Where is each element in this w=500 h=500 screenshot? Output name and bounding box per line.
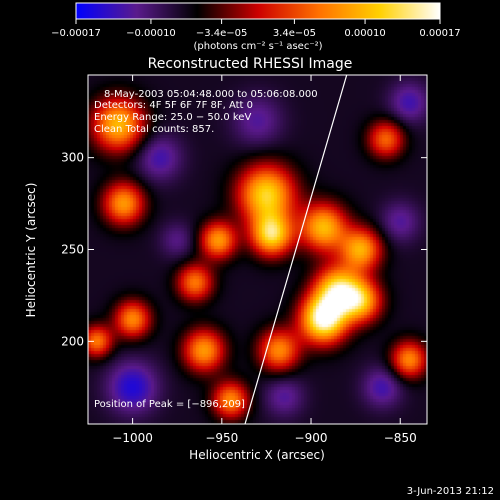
limb-line (244, 75, 348, 424)
y-tick-label: 300 (61, 151, 84, 165)
y-tick-label: 250 (61, 243, 84, 257)
annotation-peak: Position of Peak = [−896,209] (94, 399, 245, 410)
x-axis-ticks: −1000 −950 −900 −850 (112, 75, 417, 445)
colorbar-tick-label: 0.00017 (419, 28, 460, 39)
annotation-energy: Energy Range: 25.0 − 50.0 keV (94, 112, 251, 123)
colorbar-tick-label: −0.00010 (126, 28, 176, 39)
y-axis-ticks: 200 250 300 (61, 151, 427, 348)
annotation-clean: Clean Total counts: 857. (94, 124, 214, 135)
annotation-time-range: 8‐May‐2003 05:04:48.000 to 05:06:08.000 (104, 89, 318, 100)
heatmap-image (88, 75, 427, 424)
colorbar (75, 2, 441, 20)
x-axis-label: Heliocentric X (arcsec) (189, 448, 325, 462)
y-axis-label: Heliocentric Y (arcsec) (24, 183, 38, 318)
colorbar-tick-label: −0.00017 (51, 28, 101, 39)
colorbar-tick-label: 0.00010 (344, 28, 385, 39)
y-tick-label: 200 (61, 334, 84, 348)
colorbar-unit-label: (photons cm⁻² s⁻¹ asec⁻²) (193, 41, 322, 52)
footer-date: 3‐Jun‐2013 21:12 (407, 486, 494, 497)
colorbar-tick-label: −3.4e−05 (196, 28, 248, 39)
x-tick-label: −850 (384, 431, 417, 445)
annotation-detectors: Detectors: 4F 5F 6F 7F 8F, Att 0 (94, 100, 253, 111)
x-tick-label: −1000 (112, 431, 153, 445)
x-tick-label: −950 (205, 431, 238, 445)
chart-title: Reconstructed RHESSI Image (148, 56, 353, 72)
x-tick-label: −900 (295, 431, 328, 445)
colorbar-tick-label: 3.4e−05 (273, 28, 316, 39)
colorbar-ticks: −0.00017 −0.00010 −3.4e−05 3.4e−05 0.00010 0.… (51, 19, 461, 39)
